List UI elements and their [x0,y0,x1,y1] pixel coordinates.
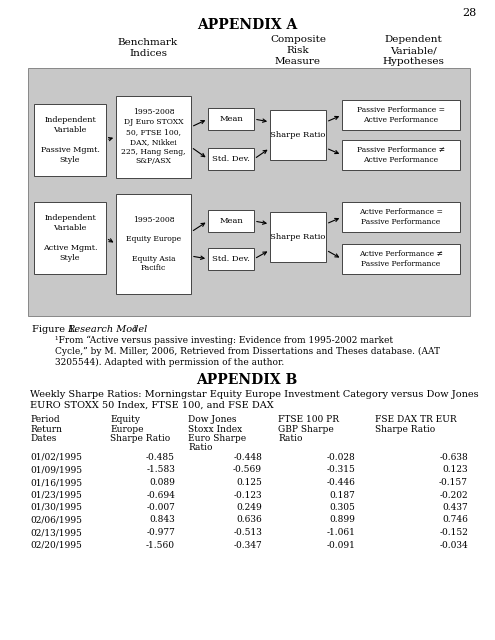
Text: 01/30/1995: 01/30/1995 [30,503,82,512]
Text: Passive Performance =
Active Performance: Passive Performance = Active Performance [357,106,445,124]
Text: 0.437: 0.437 [442,503,468,512]
Text: 0.746: 0.746 [442,515,468,525]
Text: Passive Performance ≠
Active Performance: Passive Performance ≠ Active Performance [357,146,445,164]
Text: 01/23/1995: 01/23/1995 [30,490,82,499]
Text: -0.694: -0.694 [146,490,175,499]
Text: -0.202: -0.202 [440,490,468,499]
Text: 01/16/1995: 01/16/1995 [30,478,82,487]
Text: Ratio: Ratio [188,444,212,452]
Text: -0.157: -0.157 [439,478,468,487]
Text: Period: Period [30,415,59,424]
Text: Independent
Variable

Active Mgmt.
Style: Independent Variable Active Mgmt. Style [43,214,97,262]
Bar [34,202,106,274]
Text: -0.028: -0.028 [326,453,355,462]
Text: -0.977: -0.977 [146,528,175,537]
Text: ¹From “Active versus passive investing: Evidence from 1995-2002 market: ¹From “Active versus passive investing: … [55,336,393,346]
Bar [208,248,254,270]
Text: Research Model: Research Model [67,325,147,334]
Text: Europe: Europe [110,424,144,433]
Bar [28,68,470,316]
Text: Independent
Variable

Passive Mgmt.
Style: Independent Variable Passive Mgmt. Style [41,116,99,164]
Text: -0.152: -0.152 [439,528,468,537]
Text: Dates: Dates [30,434,56,443]
Text: 01/02/1995: 01/02/1995 [30,453,82,462]
Text: APPENDIX B: APPENDIX B [197,373,297,387]
Text: 1995-2008

Equity Europe

Equity Asia
Pacific: 1995-2008 Equity Europe Equity Asia Paci… [126,216,181,273]
Text: 0.123: 0.123 [443,465,468,474]
Text: 0.899: 0.899 [329,515,355,525]
Text: -0.513: -0.513 [233,528,262,537]
Text: -0.091: -0.091 [326,541,355,550]
Text: 0.089: 0.089 [149,478,175,487]
Text: -0.448: -0.448 [233,453,262,462]
Text: Ratio: Ratio [278,434,302,443]
Text: -0.347: -0.347 [233,541,262,550]
Text: Figure 1.: Figure 1. [32,325,81,334]
Text: Dependent
Variable/
Hypotheses: Dependent Variable/ Hypotheses [382,35,444,66]
Text: Sharpe Ratio: Sharpe Ratio [110,434,170,443]
Text: Std. Dev.: Std. Dev. [212,155,250,163]
Text: 02/20/1995: 02/20/1995 [30,541,82,550]
Text: 28: 28 [462,8,476,18]
Text: 01/09/1995: 01/09/1995 [30,465,82,474]
Text: -0.638: -0.638 [439,453,468,462]
Text: Weekly Sharpe Ratios: Morningstar Equity Europe Investment Category versus Dow J: Weekly Sharpe Ratios: Morningstar Equity… [30,390,479,399]
Bar [116,96,191,178]
Text: Sharpe Ratio: Sharpe Ratio [270,233,326,241]
Text: EURO STOXX 50 Index, FTSE 100, and FSE DAX: EURO STOXX 50 Index, FTSE 100, and FSE D… [30,401,274,410]
Text: 1: 1 [132,325,137,333]
Text: -1.061: -1.061 [326,528,355,537]
Text: Return: Return [30,424,62,433]
Text: Equity: Equity [110,415,140,424]
Text: Std. Dev.: Std. Dev. [212,255,250,263]
Text: -0.446: -0.446 [326,478,355,487]
Bar [208,108,254,130]
Text: APPENDIX A: APPENDIX A [197,18,297,32]
Bar [270,212,326,262]
Text: Euro Sharpe: Euro Sharpe [188,434,246,443]
Text: 0.249: 0.249 [236,503,262,512]
Bar [34,104,106,176]
Text: Mean: Mean [219,115,243,123]
Text: 0.125: 0.125 [236,478,262,487]
Text: FSE DAX TR EUR: FSE DAX TR EUR [375,415,456,424]
Text: Sharpe Ratio: Sharpe Ratio [270,131,326,139]
Bar [208,210,254,232]
Text: 02/13/1995: 02/13/1995 [30,528,82,537]
Text: 0.305: 0.305 [329,503,355,512]
Text: -0.007: -0.007 [146,503,175,512]
Text: -1.560: -1.560 [146,541,175,550]
Bar [116,194,191,294]
Text: -0.123: -0.123 [233,490,262,499]
Text: Dow Jones: Dow Jones [188,415,237,424]
Text: FTSE 100 PR: FTSE 100 PR [278,415,339,424]
Bar [342,100,460,130]
Text: 3205544). Adapted with permission of the author.: 3205544). Adapted with permission of the… [55,358,284,367]
Text: -0.569: -0.569 [233,465,262,474]
Text: 0.636: 0.636 [236,515,262,525]
Text: Cycle,” by M. Miller, 2006, Retrieved from Dissertations and Theses database. (A: Cycle,” by M. Miller, 2006, Retrieved fr… [55,347,440,356]
Text: Active Performance ≠
Passive Performance: Active Performance ≠ Passive Performance [359,250,443,268]
Text: 02/06/1995: 02/06/1995 [30,515,82,525]
Bar [270,110,326,160]
Text: Stoxx Index: Stoxx Index [188,424,242,433]
Bar [208,148,254,170]
Text: Active Performance =
Passive Performance: Active Performance = Passive Performance [359,208,443,226]
Text: -1.583: -1.583 [146,465,175,474]
Text: 1995-2008
DJ Euro STOXX
50, FTSE 100,
DAX, Nikkei
225, Hang Seng,
S&P/ASX: 1995-2008 DJ Euro STOXX 50, FTSE 100, DA… [121,109,186,166]
Text: GBP Sharpe: GBP Sharpe [278,424,334,433]
Text: -0.034: -0.034 [439,541,468,550]
Text: 0.187: 0.187 [329,490,355,499]
Text: Composite
Risk
Measure: Composite Risk Measure [270,35,326,66]
Text: -0.315: -0.315 [326,465,355,474]
Text: Sharpe Ratio: Sharpe Ratio [375,424,435,433]
Bar [342,244,460,274]
Text: -0.485: -0.485 [146,453,175,462]
Text: Mean: Mean [219,217,243,225]
Text: 0.843: 0.843 [149,515,175,525]
Bar [342,202,460,232]
Text: Benchmark
Indices: Benchmark Indices [118,38,178,58]
Bar [342,140,460,170]
